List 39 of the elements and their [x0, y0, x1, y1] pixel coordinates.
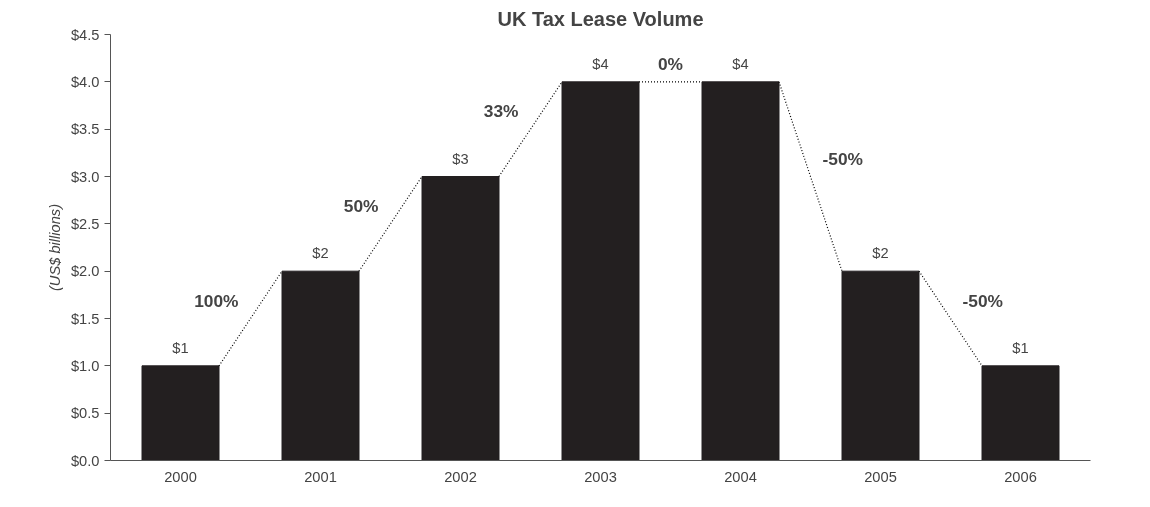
x-tick-label: 2000 [164, 468, 197, 485]
annotation: -50% [962, 290, 1003, 311]
y-tick-label: $4.5 [70, 26, 100, 43]
data-label: $4 [732, 55, 749, 72]
annotation: 50% [343, 195, 379, 216]
x-tick-label: 2006 [1004, 468, 1037, 485]
y-tick-label: $1.5 [70, 310, 100, 327]
bar [421, 176, 500, 461]
bar [561, 81, 640, 461]
annotation: -50% [822, 148, 863, 169]
x-tick-label: 2004 [724, 468, 757, 485]
y-tick-label: $2.5 [70, 215, 100, 232]
y-tick-label: $1.0 [70, 357, 100, 374]
y-tick-label: $4.0 [70, 73, 100, 90]
x-tick-label: 2003 [584, 468, 617, 485]
bar [701, 81, 780, 461]
bar [981, 365, 1060, 461]
y-tick-label: $0.5 [70, 405, 100, 422]
annotation: 33% [483, 101, 519, 122]
bar [841, 270, 920, 461]
data-label: $4 [592, 55, 609, 72]
data-label: $2 [872, 245, 889, 262]
bar [281, 270, 360, 461]
y-tick-label: $3.0 [70, 168, 100, 185]
x-tick-label: 2005 [864, 468, 897, 485]
chart-title: UK Tax Lease Volume [497, 7, 704, 30]
annotation: 100% [194, 290, 239, 311]
annotation: 0% [657, 53, 684, 74]
y-axis-title: (US$ billions) [46, 203, 63, 292]
y-tick-label: $0.0 [70, 452, 100, 469]
y-tick-label: $2.0 [70, 263, 100, 280]
data-label: $3 [452, 150, 469, 167]
data-label: $1 [1012, 339, 1029, 356]
data-label: $1 [172, 339, 189, 356]
x-tick-label: 2002 [444, 468, 477, 485]
data-label: $2 [312, 245, 329, 262]
y-tick-label: $3.5 [70, 121, 100, 138]
x-tick-label: 2001 [304, 468, 337, 485]
bar [141, 365, 220, 461]
